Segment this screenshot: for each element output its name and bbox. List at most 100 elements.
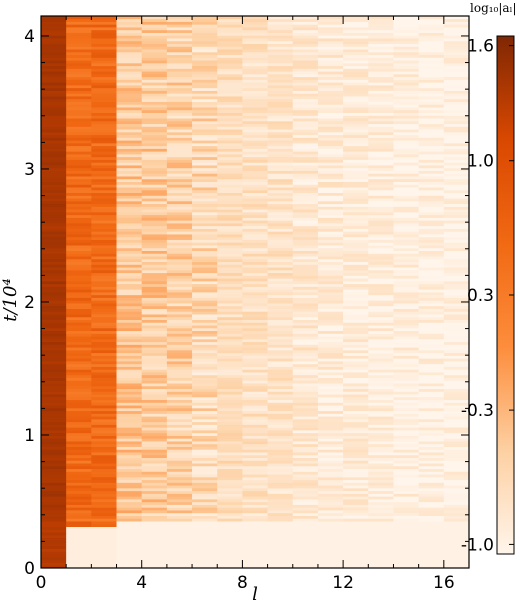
heatmap-cell	[91, 457, 117, 461]
heatmap-cell	[116, 349, 143, 354]
heatmap-cell	[217, 93, 243, 97]
heatmap-cell	[292, 82, 319, 86]
heatmap-cell	[343, 385, 369, 389]
heatmap-cell	[343, 181, 369, 185]
heatmap-cell	[166, 71, 193, 75]
heatmap-cell	[166, 211, 193, 216]
heatmap-cell	[317, 71, 344, 75]
heatmap-cell	[217, 430, 243, 434]
heatmap-cell	[267, 338, 294, 343]
heatmap-cell	[217, 418, 243, 423]
heatmap-cell	[116, 441, 143, 445]
heatmap-cell	[418, 283, 445, 287]
heatmap-cell	[166, 361, 193, 365]
heatmap-cell	[66, 123, 92, 127]
heatmap-cell	[166, 565, 193, 568]
heatmap-cell	[317, 435, 344, 439]
heatmap-cell	[91, 314, 117, 318]
heatmap-cell	[91, 341, 117, 345]
heatmap-cell	[368, 540, 394, 544]
heatmap-cell	[242, 159, 268, 163]
heatmap-cell	[192, 178, 218, 182]
heatmap-cell	[393, 234, 419, 238]
heatmap-cell	[242, 556, 268, 561]
heatmap-cell	[267, 463, 294, 467]
heatmap-cell	[192, 545, 218, 550]
heatmap-cell	[368, 247, 394, 251]
heatmap-cell	[267, 405, 294, 409]
heatmap-cell	[443, 518, 469, 522]
heatmap-cell	[393, 126, 419, 130]
heatmap-cell	[66, 504, 92, 508]
heatmap-cell	[116, 159, 143, 163]
heatmap-cell	[368, 554, 394, 558]
heatmap-cell	[166, 73, 193, 78]
heatmap-cell	[343, 21, 369, 25]
heatmap-cell	[217, 372, 243, 376]
heatmap-cell	[141, 82, 168, 86]
heatmap-cell	[368, 192, 394, 196]
heatmap-cell	[91, 352, 117, 356]
heatmap-cell	[443, 402, 469, 406]
heatmap-cell	[267, 162, 294, 166]
heatmap-cell	[368, 327, 394, 332]
heatmap-cell	[192, 418, 218, 423]
heatmap-cell	[192, 468, 218, 472]
heatmap-cell	[192, 396, 218, 401]
heatmap-cell	[116, 236, 143, 240]
heatmap-cell	[66, 413, 92, 417]
heatmap-cell	[242, 507, 268, 511]
heatmap-cell	[41, 430, 67, 434]
heatmap-cell	[166, 170, 193, 174]
heatmap-cell	[217, 325, 243, 329]
heatmap-cell	[66, 311, 92, 315]
heatmap-cell	[141, 529, 168, 533]
heatmap-cell	[66, 280, 92, 285]
heatmap-cell	[292, 200, 319, 205]
heatmap-cell	[368, 51, 394, 56]
heatmap-cell	[41, 537, 67, 541]
heatmap-cell	[317, 165, 344, 169]
heatmap-cell	[368, 54, 394, 58]
heatmap-cell	[116, 463, 143, 467]
heatmap-cell	[393, 551, 419, 555]
heatmap-cell	[418, 181, 445, 185]
heatmap-cell	[418, 131, 445, 136]
heatmap-cell	[217, 43, 243, 47]
heatmap-cell	[418, 430, 445, 434]
heatmap-cell	[242, 540, 268, 544]
heatmap-cell	[66, 203, 92, 207]
heatmap-cell	[192, 363, 218, 367]
heatmap-cell	[443, 35, 469, 39]
heatmap-cell	[343, 154, 369, 158]
heatmap-cell	[166, 391, 193, 395]
heatmap-cell	[443, 189, 469, 194]
heatmap-cell	[116, 73, 143, 78]
heatmap-cell	[343, 234, 369, 238]
heatmap-cell	[166, 29, 193, 33]
heatmap-cell	[343, 418, 369, 423]
heatmap-cell	[91, 374, 117, 378]
heatmap-cell	[443, 49, 469, 53]
heatmap-cell	[267, 551, 294, 555]
heatmap-cell	[192, 129, 218, 133]
heatmap-cell	[91, 115, 117, 119]
heatmap-cell	[443, 206, 469, 210]
heatmap-cell	[292, 460, 319, 464]
heatmap-cell	[217, 29, 243, 33]
heatmap-cell	[217, 96, 243, 100]
heatmap-cell	[192, 330, 218, 334]
heatmap-cell	[166, 217, 193, 221]
heatmap-cell	[267, 278, 294, 282]
heatmap-cell	[368, 369, 394, 373]
heatmap-cell	[343, 24, 369, 28]
heatmap-cell	[192, 499, 218, 503]
heatmap-cell	[242, 361, 268, 365]
heatmap-cell	[393, 540, 419, 544]
heatmap-cell	[443, 217, 469, 221]
heatmap-cell	[418, 85, 445, 89]
heatmap-cell	[368, 98, 394, 102]
heatmap-cell	[368, 308, 394, 312]
heatmap-cell	[166, 363, 193, 367]
heatmap-cell	[217, 421, 243, 425]
